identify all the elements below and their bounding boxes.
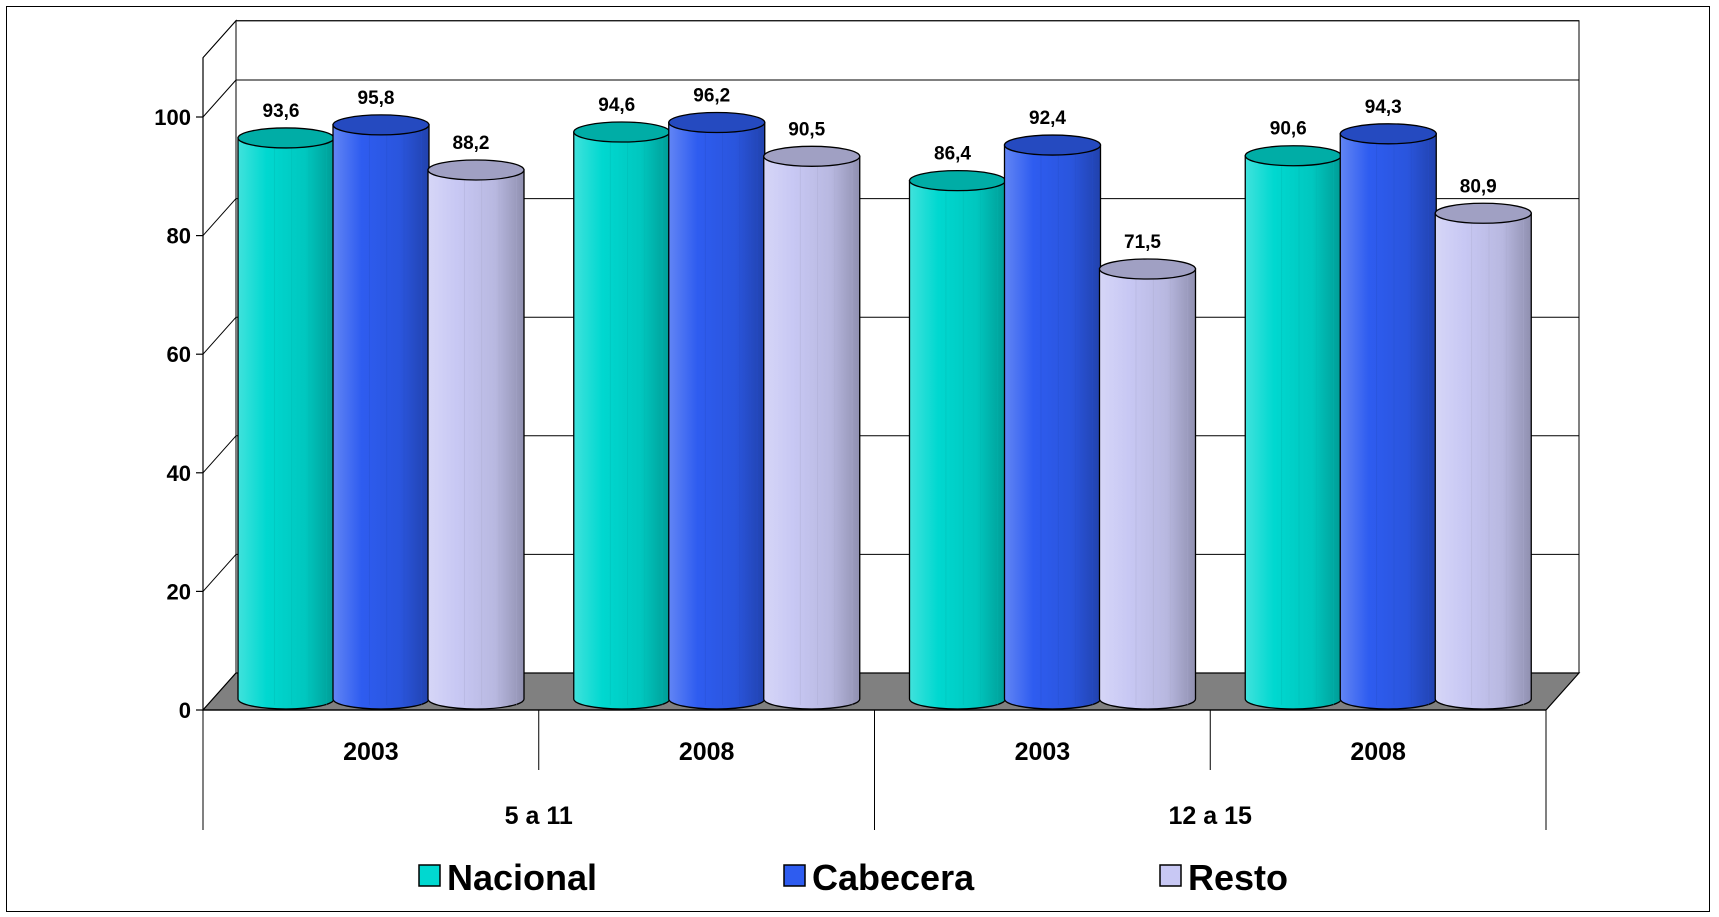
category-label: 2003 (1015, 738, 1071, 766)
bar-top (668, 111, 766, 134)
bar-top (1003, 134, 1102, 156)
bar-top (1339, 123, 1437, 145)
data-label: 88,2 (453, 133, 490, 154)
data-label: 90,5 (788, 119, 825, 140)
bar-top (763, 145, 861, 167)
bar-body (332, 124, 430, 710)
data-label: 96,2 (693, 86, 730, 107)
bar-body (573, 131, 671, 710)
bar-body (668, 121, 766, 710)
data-label: 94,3 (1365, 97, 1402, 118)
legend-item-resto: Resto (1159, 857, 1288, 898)
bar-top (1434, 202, 1532, 224)
bar-body (1434, 212, 1532, 710)
bar-top (1098, 258, 1197, 280)
y-tick-label: 40 (167, 461, 191, 486)
y-tick-label: 60 (167, 342, 191, 367)
y-tick-label: 0 (179, 698, 191, 723)
chart-walls (202, 19, 1580, 712)
legend-item-cabecera: Cabecera (783, 857, 975, 898)
bar-body (763, 155, 861, 710)
bar-nacional (573, 121, 671, 710)
data-label: 94,6 (598, 95, 635, 116)
axes: 0 20 40 60 80 100 2003 2008 2003 2008 5 a 11 12 a 1… (154, 57, 1547, 830)
legend: Nacional Cabecera Resto (418, 857, 1288, 898)
gridline-side (202, 198, 237, 236)
bar-cabecera (332, 114, 430, 710)
bar-top (1244, 145, 1342, 167)
data-label: 86,4 (934, 144, 971, 165)
bar-body (1244, 155, 1342, 710)
legend-label: Cabecera (812, 857, 975, 898)
data-labels: 93,6 95,8 88,2 94,6 96,2 90,5 86,4 92,4 71,5 90,6… (263, 86, 1497, 253)
legend-swatch (418, 864, 441, 887)
category-label: 2008 (1350, 738, 1406, 766)
data-label: 95,8 (358, 88, 395, 109)
bar-body (1003, 144, 1102, 710)
data-label: 71,5 (1124, 232, 1161, 253)
legend-swatch (1159, 864, 1182, 887)
gridline-side (202, 79, 237, 118)
bar-cabecera (1339, 123, 1437, 710)
side-wall (202, 19, 237, 712)
bar-top (332, 114, 430, 136)
category-label: 2008 (679, 738, 735, 766)
bar-top (427, 159, 525, 181)
gridline-side (202, 435, 237, 474)
bar-resto (763, 145, 861, 710)
bar-resto (427, 159, 525, 710)
bar-top (237, 127, 335, 149)
legend-label: Nacional (447, 857, 597, 898)
bar-resto (1098, 258, 1197, 710)
bar-body (908, 179, 1007, 710)
y-tick-label: 100 (154, 105, 191, 130)
bar-cabecera (668, 111, 766, 710)
bars (237, 111, 1532, 710)
bar-body (1098, 268, 1197, 710)
data-label: 90,6 (1270, 119, 1307, 140)
bar-body (237, 137, 335, 710)
legend-item-nacional: Nacional (418, 857, 597, 898)
y-tick-label: 20 (167, 579, 191, 604)
data-label: 92,4 (1029, 108, 1066, 129)
group-label: 12 a 15 (1169, 802, 1253, 830)
bar-resto (1434, 202, 1532, 710)
bar-cabecera (1003, 134, 1102, 710)
legend-label: Resto (1188, 857, 1288, 898)
data-label: 93,6 (263, 101, 300, 122)
bar-body (1339, 133, 1437, 710)
data-label: 80,9 (1460, 176, 1497, 197)
bar-nacional (1244, 145, 1342, 710)
category-label: 2003 (343, 738, 399, 766)
group-label: 5 a 11 (505, 802, 573, 830)
bar-body (427, 169, 525, 710)
gridline-side (202, 554, 237, 592)
gridline-side (202, 316, 237, 355)
gridline-side (202, 20, 237, 59)
y-tick-label: 80 (167, 224, 191, 249)
bar-nacional (908, 169, 1007, 710)
bar-nacional (237, 127, 335, 710)
bar-top (573, 121, 671, 143)
bar-top (908, 169, 1007, 192)
legend-swatch (783, 864, 806, 887)
